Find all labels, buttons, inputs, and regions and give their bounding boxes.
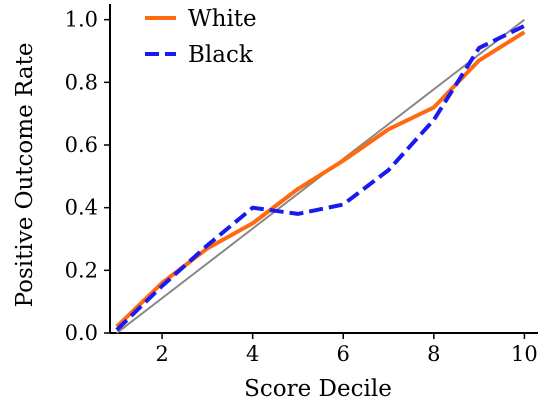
series-lines <box>115 24 526 332</box>
x-tick-label: 2 <box>155 342 168 366</box>
axes <box>104 4 538 339</box>
x-tick-label: 6 <box>337 342 350 366</box>
y-tick-label: 0.0 <box>65 321 98 345</box>
legend: White Black <box>145 6 257 68</box>
x-tick-label: 10 <box>511 342 538 366</box>
legend-label-black: Black <box>188 42 254 68</box>
axis-labels: Score Decile Positive Outcome Rate <box>12 43 392 402</box>
y-tick-label: 0.6 <box>65 133 98 157</box>
tick-labels: 2 4 6 8 10 0.0 0.2 0.4 0.6 0.8 1.0 <box>65 8 538 366</box>
x-axis-label: Score Decile <box>244 376 392 402</box>
x-tick-label: 4 <box>246 342 259 366</box>
y-tick-label: 1.0 <box>65 8 98 32</box>
y-axis-label: Positive Outcome Rate <box>12 43 38 308</box>
legend-label-white: White <box>188 6 257 32</box>
series-line-black <box>115 24 526 332</box>
y-tick-label: 0.4 <box>65 196 98 220</box>
y-tick-label: 0.8 <box>65 70 98 94</box>
y-tick-label: 0.2 <box>65 258 98 282</box>
x-tick-label: 8 <box>427 342 440 366</box>
